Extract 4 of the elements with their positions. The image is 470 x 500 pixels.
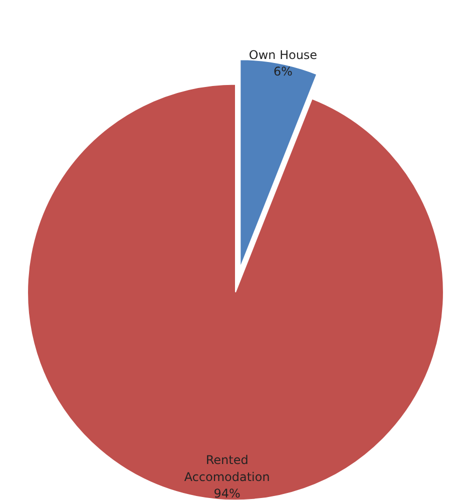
data-label: 6% (274, 64, 293, 79)
slice-label: Own House (248, 48, 318, 62)
data-label: 94% (214, 486, 240, 500)
slice-label: Rented Accomodation (184, 453, 270, 484)
